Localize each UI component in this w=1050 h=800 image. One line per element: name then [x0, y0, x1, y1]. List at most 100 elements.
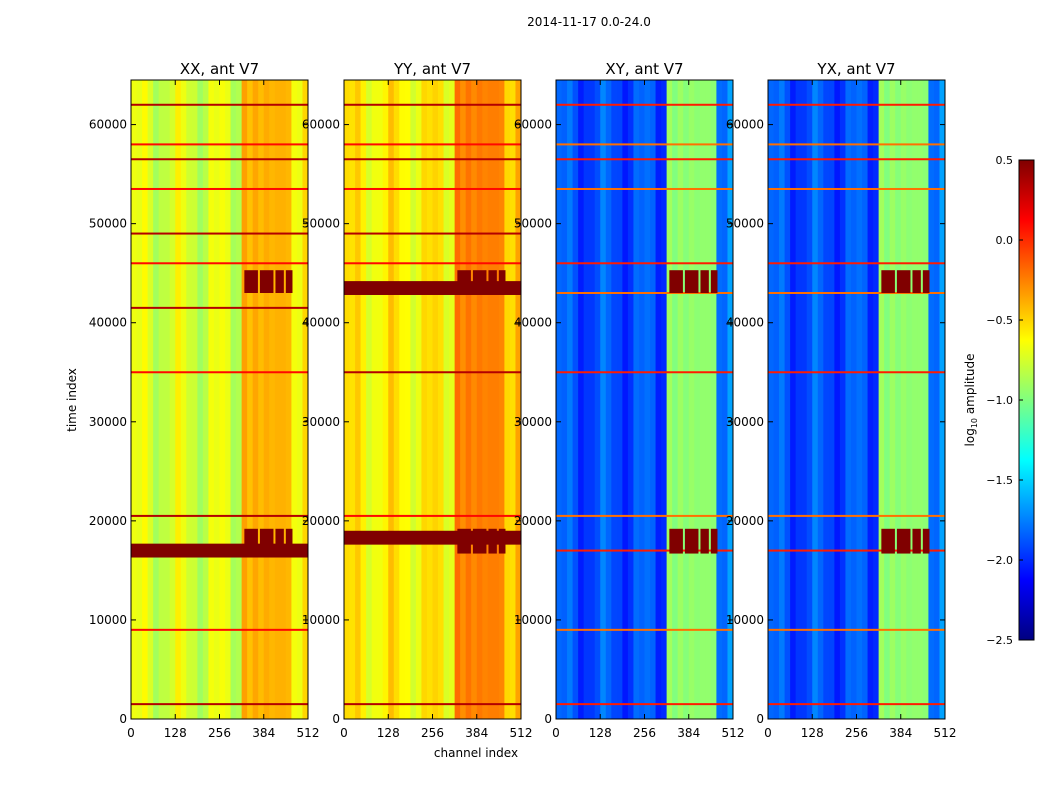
- channel-stripe: [594, 80, 601, 719]
- channel-stripe: [583, 80, 590, 719]
- x-tick-label: 128: [589, 726, 612, 740]
- channel-stripe: [465, 80, 472, 719]
- rfi-time-line: [556, 703, 733, 706]
- colorbar-tick-label: −1.0: [986, 394, 1013, 407]
- rfi-time-line: [344, 232, 521, 235]
- rfi-block: [488, 528, 497, 554]
- channel-stripe: [721, 80, 729, 719]
- channel-stripe: [716, 80, 723, 719]
- channel-stripe: [515, 80, 521, 719]
- channel-stripe: [274, 80, 281, 719]
- channel-stripe: [710, 80, 718, 719]
- channel-stripe: [142, 80, 149, 719]
- channel-stripe: [862, 80, 869, 719]
- x-tick-label: 0: [552, 726, 560, 740]
- rfi-time-line: [131, 158, 308, 161]
- rfi-block: [700, 528, 709, 554]
- channel-stripe: [622, 80, 629, 719]
- channel-stripe: [202, 80, 210, 719]
- rfi-time-line: [556, 103, 733, 106]
- colorbar-tick-label: 0.0: [996, 234, 1014, 247]
- channel-stripe: [572, 80, 579, 719]
- channel-stripe: [605, 80, 612, 719]
- rfi-time-line: [344, 262, 521, 265]
- channel-stripe: [493, 80, 500, 719]
- channel-stripe: [828, 80, 835, 719]
- channel-stripe: [889, 80, 896, 719]
- channel-stripe: [884, 80, 891, 719]
- channel-stripe: [672, 80, 679, 719]
- channel-stripe: [633, 80, 640, 719]
- rfi-block: [669, 270, 683, 293]
- y-axis-label: time index: [65, 368, 79, 432]
- channel-stripe: [661, 80, 668, 719]
- heatmap-panel: XX, ant V7 0 128 256 384 512 0 10000 20000 30000 4…: [89, 60, 320, 740]
- colorbar-label-main: log: [963, 428, 977, 446]
- channel-stripe: [377, 80, 384, 719]
- x-tick-label: 512: [510, 726, 533, 740]
- rfi-block: [912, 528, 921, 554]
- rfi-time-line: [344, 703, 521, 706]
- rfi-time-line: [768, 187, 945, 190]
- channel-stripe: [638, 80, 646, 719]
- rfi-block: [244, 270, 258, 293]
- channel-stripe: [360, 80, 367, 719]
- y-tick-label: 0: [119, 712, 127, 726]
- rfi-block: [684, 528, 699, 554]
- channel-stripe: [600, 80, 607, 719]
- rfi-block: [700, 270, 709, 293]
- channel-stripe: [487, 80, 494, 719]
- rfi-time-line: [556, 187, 733, 190]
- channel-stripe: [812, 80, 819, 719]
- x-tick-label: 128: [164, 726, 187, 740]
- channel-stripe: [823, 80, 830, 719]
- channel-stripe: [911, 80, 918, 719]
- panel-title: XY, ant V7: [605, 60, 683, 78]
- channel-stripe: [366, 80, 373, 719]
- channel-stripe: [355, 80, 362, 719]
- rfi-block: [896, 528, 911, 554]
- channel-stripe: [460, 80, 467, 719]
- channel-stripe: [856, 80, 863, 719]
- colorbar-label-rest: amplitude: [963, 354, 977, 418]
- panel-title: YY, ant V7: [393, 60, 471, 78]
- channel-stripe: [939, 80, 945, 719]
- channel-stripe: [683, 80, 690, 719]
- heatmap-panel: YX, ant V7 0 128 256 384 512 0 10000 20000 30000 4…: [726, 60, 957, 740]
- heatmap-cells: [344, 80, 521, 719]
- channel-stripe: [158, 80, 165, 719]
- rfi-time-line: [131, 703, 308, 706]
- channel-stripe: [230, 80, 237, 719]
- channel-stripe: [900, 80, 907, 719]
- channel-stripe: [616, 80, 623, 719]
- channel-stripe: [688, 80, 695, 719]
- channel-stripe: [147, 80, 154, 719]
- y-tick-label: 50000: [514, 217, 552, 231]
- rfi-block: [896, 270, 911, 293]
- channel-stripe: [252, 80, 259, 719]
- channel-stripe: [556, 80, 563, 719]
- channel-stripe: [779, 80, 786, 719]
- channel-stripe: [768, 80, 775, 719]
- channel-stripe: [504, 80, 511, 719]
- channel-stripe: [790, 80, 797, 719]
- rfi-block: [881, 270, 895, 293]
- channel-stripe: [225, 80, 232, 719]
- channel-stripe: [845, 80, 852, 719]
- channel-stripe: [241, 80, 248, 719]
- y-tick-label: 20000: [726, 514, 764, 528]
- channel-stripe: [928, 80, 935, 719]
- y-tick-label: 10000: [514, 613, 552, 627]
- channel-stripe: [349, 80, 356, 719]
- y-tick-label: 60000: [302, 118, 340, 132]
- channel-stripe: [175, 80, 182, 719]
- panel-title: YX, ant V7: [816, 60, 895, 78]
- rfi-time-line: [768, 158, 945, 161]
- y-tick-label: 30000: [726, 415, 764, 429]
- rfi-block: [259, 270, 274, 293]
- x-tick-label: 384: [677, 726, 700, 740]
- rfi-time-line: [344, 371, 521, 374]
- channel-stripe: [208, 80, 215, 719]
- channel-stripe: [382, 80, 389, 719]
